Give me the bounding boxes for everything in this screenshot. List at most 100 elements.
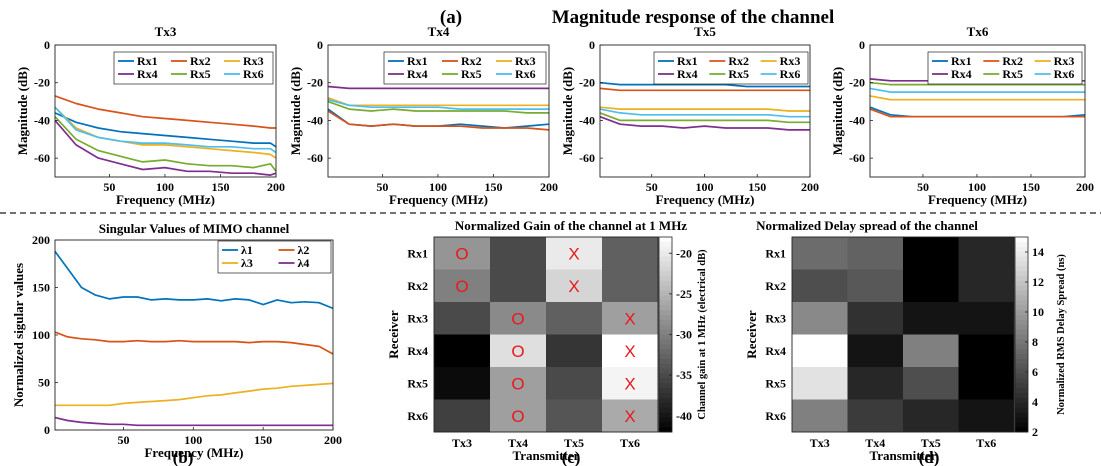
row-label: Rx1 (407, 246, 428, 260)
plot-frame (54, 44, 277, 178)
x-axis-label: Frequency (MHz) (389, 192, 488, 207)
heatmap-cell (434, 367, 491, 400)
x-axis-label: Transmitter (513, 448, 580, 463)
heatmap-cell (434, 334, 491, 368)
y-axis-label: Magnitude (dB) (830, 67, 845, 155)
legend-label: Rx1 (677, 54, 698, 68)
x-tick-label: 200 (1076, 180, 1094, 194)
legend-label: Rx4 (677, 67, 698, 81)
colorbar-step (1015, 397, 1028, 404)
heatmap-cell (903, 334, 959, 368)
colorbar-step (659, 310, 672, 316)
colorbar-step (659, 285, 672, 292)
series-line-Rx2 (327, 110, 550, 131)
y-tick-label: -40 (307, 113, 323, 127)
y-axis-label: Receiver (744, 310, 759, 359)
legend-label: Rx3 (243, 54, 264, 68)
plot-frame (599, 44, 811, 178)
column-label: Tx4 (508, 436, 528, 450)
x-tick-label: 50 (646, 180, 658, 194)
colorbar-tick-label: 12 (1032, 275, 1044, 289)
x-tick-label: 50 (376, 180, 388, 194)
series-line-Rx4 (327, 85, 549, 90)
o-marker: O (511, 374, 524, 393)
chart-title: Tx4 (428, 24, 450, 39)
heatmap-cell (602, 367, 659, 400)
colorbar-step (1015, 241, 1028, 248)
heatmap-cell (490, 237, 547, 270)
y-axis-label: Magnitude (dB) (15, 67, 30, 155)
legend-box (927, 51, 1083, 85)
x-tick-label: 150 (748, 180, 766, 194)
series-line-Rx6 (599, 108, 810, 118)
series-line-λ3 (55, 382, 334, 407)
colorbar-step (1015, 276, 1028, 282)
y-tick-label: -60 (849, 151, 865, 165)
colorbar-step (1015, 407, 1028, 413)
x-axis-label: Frequency (MHz) (655, 192, 754, 207)
x-marker: X (624, 309, 635, 328)
o-marker: O (511, 342, 524, 361)
colorbar-step (1015, 251, 1028, 257)
colorbar-step (1015, 373, 1028, 379)
o-marker: O (455, 277, 468, 296)
x-marker: X (624, 407, 635, 426)
legend-box (653, 51, 809, 85)
chart-title: Tx6 (967, 24, 989, 39)
colorbar-step (659, 397, 672, 404)
heatmap-cell (434, 237, 491, 270)
legend-label: Rx6 (515, 67, 536, 81)
colorbar-tick-label: 14 (1032, 245, 1044, 259)
series-line-λ1 (54, 250, 334, 310)
legend-label: Rx1 (137, 54, 158, 68)
line-chart-4: 50 100 150 200 0 -20 -40 -60 Tx6 Frequency (MHz) M… (830, 24, 1094, 207)
colorbar-step (659, 378, 672, 384)
colorbar-step (659, 417, 672, 423)
heatmap-cell (847, 367, 904, 400)
series-line-Rx1 (54, 112, 277, 148)
colorbar-step (1015, 271, 1028, 277)
colorbar-step (659, 266, 672, 272)
x-tick-label: 200 (540, 180, 558, 194)
colorbar-step (659, 246, 672, 253)
plot-frame (869, 44, 1086, 178)
colorbar-step (659, 363, 672, 370)
colorbar-tick-label: 4 (1032, 395, 1038, 409)
legend-box (113, 51, 274, 85)
heatmap-cell (792, 367, 848, 400)
legend-label: λ4 (298, 256, 310, 270)
row-label: Rx5 (407, 376, 428, 390)
plot-frame (327, 44, 550, 178)
legend-label: λ2 (298, 243, 310, 257)
legend-label: Rx3 (515, 54, 536, 68)
y-tick-label: 50 (38, 376, 50, 390)
legend-label: Rx3 (1054, 54, 1075, 68)
heatmap-cell (958, 367, 1015, 400)
y-tick-label: -40 (849, 113, 865, 127)
y-axis-label: Magnitude (dB) (560, 67, 575, 155)
heatmap-cell (903, 269, 959, 303)
heatmap-cell (602, 334, 659, 368)
series-line-Rx2 (869, 108, 1085, 118)
heatmap-cell (847, 269, 904, 303)
heatmap-cell (490, 334, 547, 368)
series-line-Rx4 (54, 119, 277, 176)
heatmap-cell (434, 399, 491, 433)
colorbar-step (1015, 417, 1028, 423)
heatmap-cell (792, 302, 848, 335)
y-tick-label: 150 (32, 281, 50, 295)
colorbar-step (1015, 310, 1028, 316)
legend-label: Rx6 (780, 67, 801, 81)
colorbar-step (659, 427, 672, 433)
colorbar-step (1015, 402, 1028, 409)
x-tick-label: 100 (429, 180, 447, 194)
legend-label: λ3 (241, 256, 253, 270)
x-marker: X (624, 374, 635, 393)
colorbar-step (659, 349, 672, 355)
colorbar-tick-label: 6 (1032, 365, 1038, 379)
colorbar-step (1015, 383, 1028, 389)
series-line-Rx5 (54, 116, 277, 172)
heatmap-cell (602, 269, 659, 303)
heatmap-cell (903, 302, 959, 335)
series-line-Rx6 (327, 98, 549, 110)
